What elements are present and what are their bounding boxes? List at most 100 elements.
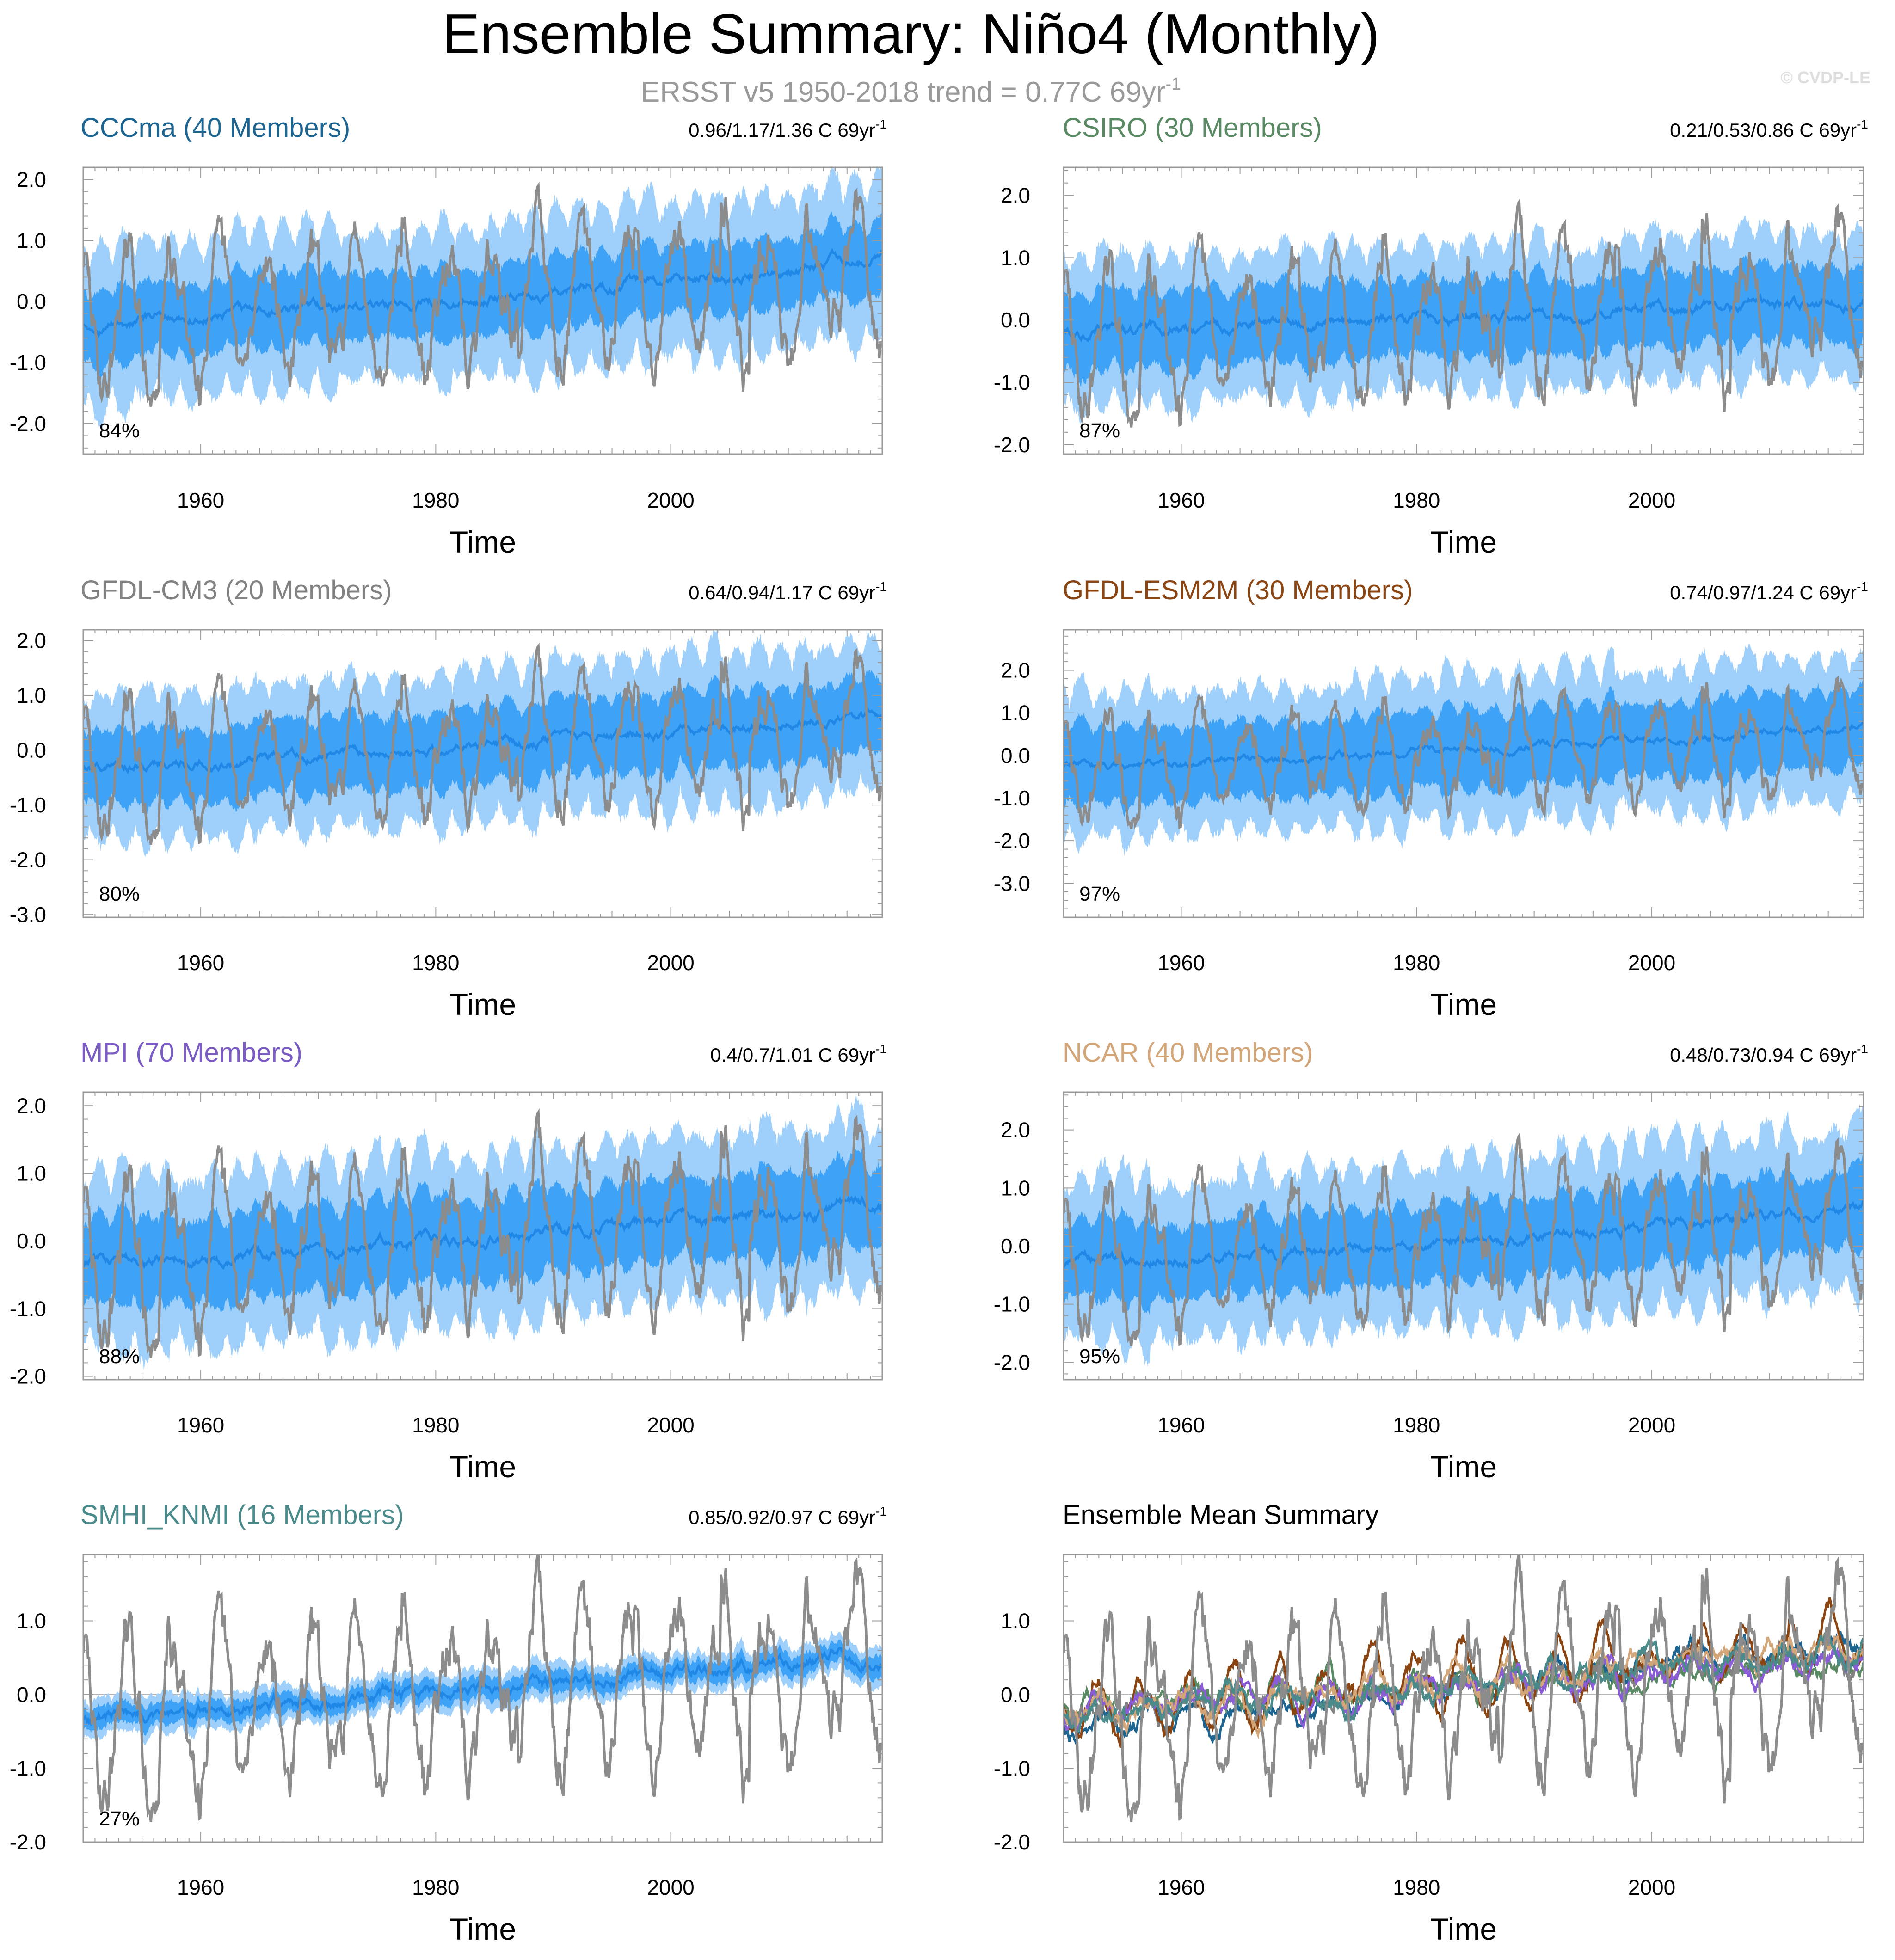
x-tick-label: 2000 — [647, 1875, 694, 1899]
x-tick-label: 1980 — [1393, 951, 1440, 975]
trend-text-value: 0.96/1.17/1.36 C 69yr — [689, 119, 875, 141]
y-tick-label: 1.0 — [17, 1609, 46, 1633]
y-tick-label: -2.0 — [10, 848, 46, 872]
observed-line — [1064, 1554, 1864, 1822]
y-tick-label: 1.0 — [1001, 246, 1030, 270]
x-tick-label: 1960 — [177, 951, 224, 975]
x-axis-label: Time — [449, 1912, 516, 1946]
y-tick-label: 0.0 — [1001, 743, 1030, 768]
x-tick-label: 2000 — [1628, 488, 1675, 512]
figure-subtitle-text: ERSST v5 1950-2018 trend = 0.77C 69yr — [641, 76, 1166, 108]
y-tick-label: 2.0 — [17, 629, 46, 653]
y-tick-label: 0.0 — [17, 1229, 46, 1253]
x-tick-label: 1980 — [412, 951, 459, 975]
x-tick-label: 2000 — [1628, 1413, 1675, 1437]
x-tick-label: 2000 — [1628, 1875, 1675, 1899]
x-axis-label: Time — [1430, 525, 1497, 559]
y-tick-label: -1.0 — [10, 1296, 46, 1321]
panel-gfdl-cm3: 1960 1980 2000 2.0 1.0 0.0 -1.0 -2.0 -3.0 GFDL-CM… — [10, 575, 887, 1021]
y-tick-label: 1.0 — [1001, 1609, 1030, 1633]
watermark: © CVDP-LE — [1780, 68, 1870, 87]
panel-title: GFDL-ESM2M (30 Members) — [1063, 575, 1413, 605]
trend-text-value: 0.74/0.97/1.24 C 69yr — [1670, 582, 1857, 603]
y-tick-label: 2.0 — [17, 167, 46, 191]
plot-area — [83, 630, 882, 857]
x-tick-label: 2000 — [647, 1413, 694, 1437]
trend-text: 0.48/0.73/0.94 C 69yr-1 — [1670, 1042, 1868, 1066]
x-axis-label: Time — [1430, 987, 1497, 1021]
y-tick-label: 1.0 — [1001, 701, 1030, 725]
y-tick-label: -2.0 — [10, 1830, 46, 1854]
trend-text-superscript: -1 — [875, 1504, 887, 1518]
y-tick-label: 0.0 — [17, 1683, 46, 1707]
panel-title: CSIRO (30 Members) — [1063, 113, 1322, 143]
figure-subtitle: ERSST v5 1950-2018 trend = 0.77C 69yr-1 — [641, 74, 1181, 108]
panel-title: SMHI_KNMI (16 Members) — [80, 1500, 404, 1530]
x-tick-label: 1960 — [177, 1875, 224, 1899]
plot-area — [83, 167, 882, 429]
y-tick-label: -1.0 — [994, 1757, 1030, 1781]
observed-line — [1064, 1132, 1864, 1346]
trend-text-superscript: -1 — [1857, 579, 1868, 594]
y-tick-label: -2.0 — [994, 1830, 1030, 1854]
plot-area — [1064, 643, 1864, 856]
y-tick-label: -2.0 — [994, 829, 1030, 853]
panel-title: GFDL-CM3 (20 Members) — [80, 575, 392, 605]
x-tick-label: 1980 — [1393, 488, 1440, 512]
trend-text: 0.4/0.7/1.01 C 69yr-1 — [710, 1042, 887, 1066]
x-tick-label: 1960 — [1157, 488, 1205, 512]
ensemble-mean-line — [83, 247, 882, 338]
y-tick-label: -2.0 — [994, 1350, 1030, 1374]
panel-title: MPI (70 Members) — [80, 1038, 302, 1068]
y-tick-label: -2.0 — [10, 412, 46, 436]
trend-text: 0.96/1.17/1.36 C 69yr-1 — [689, 117, 887, 141]
panel-smhi-knmi: 1960 1980 2000 1.0 0.0 -1.0 -2.0 SMHI_KNMI (16 … — [10, 1500, 887, 1946]
ensemble-mean-line — [1064, 293, 1864, 343]
x-axis-label: Time — [449, 987, 516, 1021]
plot-area — [83, 1094, 882, 1371]
x-axis-label: Time — [449, 525, 516, 559]
observed-line — [1064, 197, 1864, 428]
panel-title: CCCma (40 Members) — [80, 113, 350, 143]
trend-text: 0.21/0.53/0.86 C 69yr-1 — [1670, 117, 1868, 141]
plot-area — [1064, 1554, 1864, 1822]
percent-label: 84% — [99, 419, 140, 442]
observed-line — [83, 1108, 882, 1358]
x-tick-label: 1960 — [1157, 1413, 1205, 1437]
y-tick-label: 0.0 — [1001, 308, 1030, 332]
percent-label: 27% — [99, 1807, 140, 1830]
panel-title: NCAR (40 Members) — [1063, 1038, 1313, 1068]
y-tick-label: -1.0 — [10, 350, 46, 375]
y-tick-label: 1.0 — [1001, 1176, 1030, 1200]
panels: 1960 1980 2000 2.0 1.0 0.0 -1.0 -2.0 CCCma (40 M… — [10, 113, 1868, 1946]
y-tick-label: -2.0 — [10, 1364, 46, 1389]
percent-label: 97% — [1079, 883, 1120, 905]
y-tick-label: 2.0 — [1001, 1118, 1030, 1142]
trend-text-value: 0.64/0.94/1.17 C 69yr — [689, 582, 875, 603]
panel-mpi: 1960 1980 2000 2.0 1.0 0.0 -1.0 -2.0 MPI (70 Mem… — [10, 1038, 887, 1484]
panel-cccma: 1960 1980 2000 2.0 1.0 0.0 -1.0 -2.0 CCCma (40 M… — [10, 113, 887, 559]
x-tick-label: 1980 — [1393, 1413, 1440, 1437]
trend-text-value: 0.4/0.7/1.01 C 69yr — [710, 1044, 875, 1066]
y-tick-label: 0.0 — [1001, 1683, 1030, 1707]
x-tick-label: 2000 — [1628, 951, 1675, 975]
x-tick-label: 1980 — [1393, 1875, 1440, 1899]
y-tick-label: 1.0 — [17, 1161, 46, 1186]
y-tick-label: 2.0 — [1001, 184, 1030, 208]
observed-line — [1064, 671, 1864, 829]
spread-inner-band — [83, 1639, 882, 1736]
x-tick-label: 1960 — [177, 1413, 224, 1437]
percent-label: 80% — [99, 883, 140, 905]
figure-subtitle-superscript: -1 — [1165, 74, 1181, 94]
y-tick-label: 2.0 — [17, 1094, 46, 1118]
y-tick-label: -3.0 — [994, 871, 1030, 895]
observed-line — [83, 642, 882, 845]
trend-text-value: 0.85/0.92/0.97 C 69yr — [689, 1506, 875, 1528]
trend-text-superscript: -1 — [875, 117, 887, 131]
panel-ncar: 1960 1980 2000 2.0 1.0 0.0 -1.0 -2.0 NCAR (40 Me… — [994, 1038, 1868, 1484]
y-tick-label: -1.0 — [10, 1757, 46, 1781]
trend-text: 0.85/0.92/0.97 C 69yr-1 — [689, 1504, 887, 1528]
y-tick-label: -2.0 — [994, 433, 1030, 457]
y-tick-label: 1.0 — [17, 228, 46, 252]
